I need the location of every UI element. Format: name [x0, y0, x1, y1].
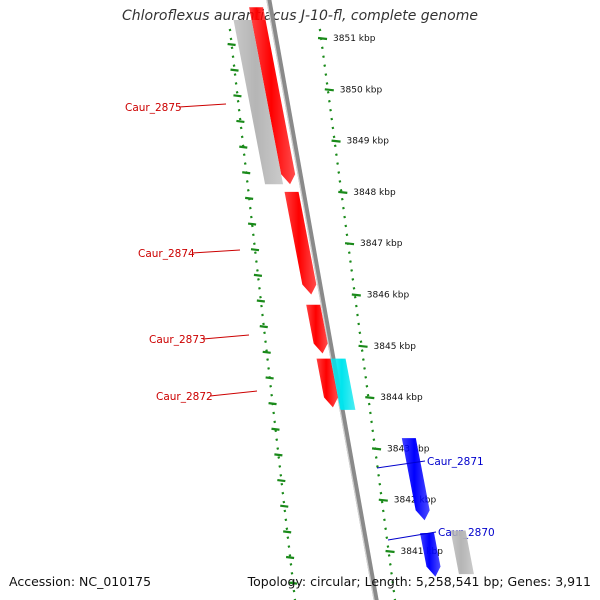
- inner-major-ticks: [227, 42, 298, 585]
- gene-label-f-2875[interactable]: Caur_2875: [125, 102, 182, 114]
- feature-f-top[interactable]: [249, 7, 266, 21]
- feature-g-2870[interactable]: [450, 530, 474, 575]
- scale-tick-label: 3845 kbp: [374, 342, 417, 352]
- scale-major-tick: [385, 549, 395, 554]
- scale-tick-label: 3848 kbp: [353, 188, 396, 198]
- scale-tick-label: 3841 kbp: [401, 547, 444, 557]
- scale-major-tick: [331, 139, 341, 143]
- feature-c-2872[interactable]: [330, 358, 356, 410]
- scale-major-tick: [324, 88, 334, 92]
- gene-label-f-2873[interactable]: Caur_2873: [149, 334, 206, 346]
- feature-f-2874[interactable]: [284, 191, 317, 295]
- scale-major-tick: [351, 293, 361, 297]
- scale-tick-label: 3849 kbp: [347, 137, 390, 147]
- gene-label-leader: [387, 531, 437, 541]
- scale-major-tick: [344, 242, 355, 246]
- gene-label-leader: [209, 390, 258, 397]
- scale-major-tick: [378, 498, 388, 502]
- scale-tick-label: 3850 kbp: [340, 85, 383, 95]
- genome-summary-text: Topology: circular; Length: 5,258,541 bp…: [247, 574, 591, 589]
- gene-label-r-2871[interactable]: Caur_2871: [427, 456, 484, 468]
- accession-text: Accession: NC_010175: [9, 574, 152, 589]
- gene-label-leader: [191, 249, 241, 254]
- scale-tick-label: 3851 kbp: [333, 34, 376, 44]
- feature-g-2875[interactable]: [233, 20, 284, 185]
- gene-label-leader: [178, 103, 227, 108]
- feature-f-2873[interactable]: [306, 304, 328, 354]
- scale-major-tick: [317, 36, 328, 41]
- outer-tick-track: [318, 28, 397, 600]
- scale-tick-label: 3844 kbp: [380, 393, 423, 403]
- scale-major-tick: [338, 190, 348, 194]
- feature-r-2870[interactable]: [420, 533, 441, 577]
- gene-label-f-2872[interactable]: Caur_2872: [156, 391, 213, 403]
- feature-f-2875[interactable]: [251, 20, 296, 185]
- scale-tick-label: 3847 kbp: [360, 239, 403, 249]
- feature-f-2872[interactable]: [316, 358, 338, 408]
- gene-label-leader: [202, 334, 250, 340]
- scale-tick-label: 3846 kbp: [367, 291, 410, 301]
- scale-major-tick: [358, 344, 368, 348]
- scale-major-tick: [371, 447, 382, 451]
- gene-label-leader: [376, 460, 426, 469]
- map-title: Chloroflexus aurantiacus J-10-fl, comple…: [122, 8, 478, 24]
- feature-r-2871[interactable]: [401, 438, 430, 521]
- gene-label-f-2874[interactable]: Caur_2874: [138, 248, 195, 260]
- scale-major-tick: [365, 396, 375, 400]
- genome-backbone: [266, 0, 379, 600]
